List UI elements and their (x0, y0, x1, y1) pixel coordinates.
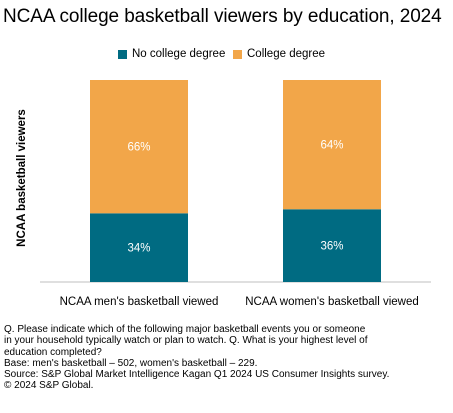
legend-swatch-college-degree (233, 49, 242, 59)
legend-swatch-no-college-degree (118, 49, 127, 59)
bar-segment (90, 80, 188, 214)
footnotes: Q. Please indicate which of the followin… (4, 324, 449, 392)
footnote-line: Q. Please indicate which of the followin… (4, 324, 366, 335)
chart-title: NCAA college basketball viewers by educa… (3, 6, 442, 27)
bar-segment (283, 80, 381, 210)
footnote-line: © 2024 S&P Global. (4, 380, 94, 392)
legend-item-college-degree: College degree (233, 48, 325, 60)
footnote-line: Source: S&P Global Market Intelligence K… (4, 369, 390, 381)
data-label: 34% (127, 243, 150, 255)
footnote-line: Base: men's basketball – 502, women's ba… (4, 357, 258, 369)
x-tick-label: NCAA men's basketball viewed (60, 296, 219, 308)
bar-segment (90, 213, 188, 282)
footnote-line: education completed? (4, 346, 102, 358)
legend-label-no-college-degree: No college degree (132, 48, 226, 60)
legend-label-college-degree: College degree (247, 48, 326, 60)
data-label: 66% (127, 142, 150, 154)
legend-item-no-college-degree: No college degree (118, 48, 225, 60)
bar-segment (283, 209, 381, 282)
data-label: 36% (320, 241, 343, 253)
x-tick-label: NCAA women's basketball viewed (245, 296, 419, 308)
legend: No college degree College degree (0, 48, 453, 64)
footnote-line: in your household typically watch or pla… (4, 335, 368, 347)
data-label: 64% (320, 140, 343, 152)
